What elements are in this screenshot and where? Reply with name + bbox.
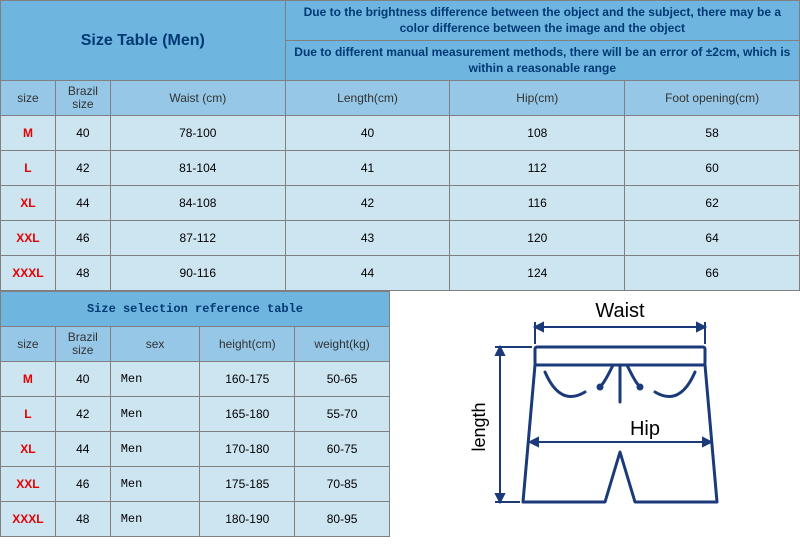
sex-value: Men: [110, 467, 200, 502]
waist-value: 84-108: [110, 186, 285, 221]
col-size: size: [1, 327, 56, 362]
table-row: L 42 Men 165-180 55-70: [1, 397, 390, 432]
foot-value: 60: [625, 151, 800, 186]
brazil-value: 40: [55, 362, 110, 397]
note-line-1: Due to the brightness difference between…: [285, 1, 799, 41]
size-value: L: [1, 397, 56, 432]
size-value: L: [1, 151, 56, 186]
col-waist: Waist (cm): [110, 81, 285, 116]
reference-table-title: Size selection reference table: [1, 292, 390, 327]
height-value: 180-190: [200, 502, 295, 537]
size-value: XXXL: [1, 256, 56, 291]
col-brazil: Brazil size: [55, 81, 110, 116]
brazil-value: 44: [55, 186, 110, 221]
hip-value: 120: [450, 221, 625, 256]
hip-value: 112: [450, 151, 625, 186]
length-value: 40: [285, 116, 450, 151]
col-sex: sex: [110, 327, 200, 362]
length-value: 42: [285, 186, 450, 221]
waist-label: Waist: [595, 300, 645, 322]
height-value: 160-175: [200, 362, 295, 397]
table-row: L 42 81-104 41 112 60: [1, 151, 800, 186]
weight-value: 70-85: [295, 467, 390, 502]
col-length: Length(cm): [285, 81, 450, 116]
foot-value: 66: [625, 256, 800, 291]
length-value: 41: [285, 151, 450, 186]
height-value: 165-180: [200, 397, 295, 432]
hip-value: 108: [450, 116, 625, 151]
length-value: 43: [285, 221, 450, 256]
col-height: height(cm): [200, 327, 295, 362]
size-value: XXXL: [1, 502, 56, 537]
weight-value: 50-65: [295, 362, 390, 397]
waist-value: 81-104: [110, 151, 285, 186]
brazil-value: 46: [55, 221, 110, 256]
sex-value: Men: [110, 362, 200, 397]
shorts-diagram: Waist length Hip: [390, 291, 800, 537]
height-value: 175-185: [200, 467, 295, 502]
size-value: XL: [1, 186, 56, 221]
brazil-value: 48: [55, 502, 110, 537]
note-line-2: Due to different manual measurement meth…: [285, 41, 799, 81]
hip-value: 124: [450, 256, 625, 291]
size-table-men: Size Table (Men) Due to the brightness d…: [0, 0, 800, 291]
table-row: M 40 Men 160-175 50-65: [1, 362, 390, 397]
brazil-value: 42: [55, 397, 110, 432]
col-size: size: [1, 81, 56, 116]
shorts-diagram-svg: Waist length Hip: [395, 292, 795, 537]
brazil-value: 46: [55, 467, 110, 502]
foot-value: 62: [625, 186, 800, 221]
brazil-value: 40: [55, 116, 110, 151]
size-value: XXL: [1, 467, 56, 502]
size-value: XL: [1, 432, 56, 467]
length-label: length: [469, 402, 489, 451]
height-value: 170-180: [200, 432, 295, 467]
table-row: XXL 46 87-112 43 120 64: [1, 221, 800, 256]
size-value: XXL: [1, 221, 56, 256]
length-value: 44: [285, 256, 450, 291]
sex-value: Men: [110, 502, 200, 537]
brazil-value: 48: [55, 256, 110, 291]
size-table-title: Size Table (Men): [1, 1, 286, 81]
sex-value: Men: [110, 432, 200, 467]
col-weight: weight(kg): [295, 327, 390, 362]
reference-headers: size Brazil size sex height(cm) weight(k…: [1, 327, 390, 362]
table-row: XXXL 48 90-116 44 124 66: [1, 256, 800, 291]
waist-value: 87-112: [110, 221, 285, 256]
hip-value: 116: [450, 186, 625, 221]
waist-value: 78-100: [110, 116, 285, 151]
foot-value: 64: [625, 221, 800, 256]
brazil-value: 44: [55, 432, 110, 467]
table-row: XXL 46 Men 175-185 70-85: [1, 467, 390, 502]
waist-value: 90-116: [110, 256, 285, 291]
weight-value: 80-95: [295, 502, 390, 537]
col-brazil: Brazil size: [55, 327, 110, 362]
weight-value: 55-70: [295, 397, 390, 432]
size-reference-table: Size selection reference table size Braz…: [0, 291, 390, 537]
size-table-headers: size Brazil size Waist (cm) Length(cm) H…: [1, 81, 800, 116]
col-foot: Foot opening(cm): [625, 81, 800, 116]
table-row: XL 44 Men 170-180 60-75: [1, 432, 390, 467]
foot-value: 58: [625, 116, 800, 151]
size-value: M: [1, 362, 56, 397]
size-value: M: [1, 116, 56, 151]
hip-label: Hip: [630, 418, 660, 440]
col-hip: Hip(cm): [450, 81, 625, 116]
table-row: XXXL 48 Men 180-190 80-95: [1, 502, 390, 537]
brazil-value: 42: [55, 151, 110, 186]
weight-value: 60-75: [295, 432, 390, 467]
table-row: M 40 78-100 40 108 58: [1, 116, 800, 151]
sex-value: Men: [110, 397, 200, 432]
table-row: XL 44 84-108 42 116 62: [1, 186, 800, 221]
